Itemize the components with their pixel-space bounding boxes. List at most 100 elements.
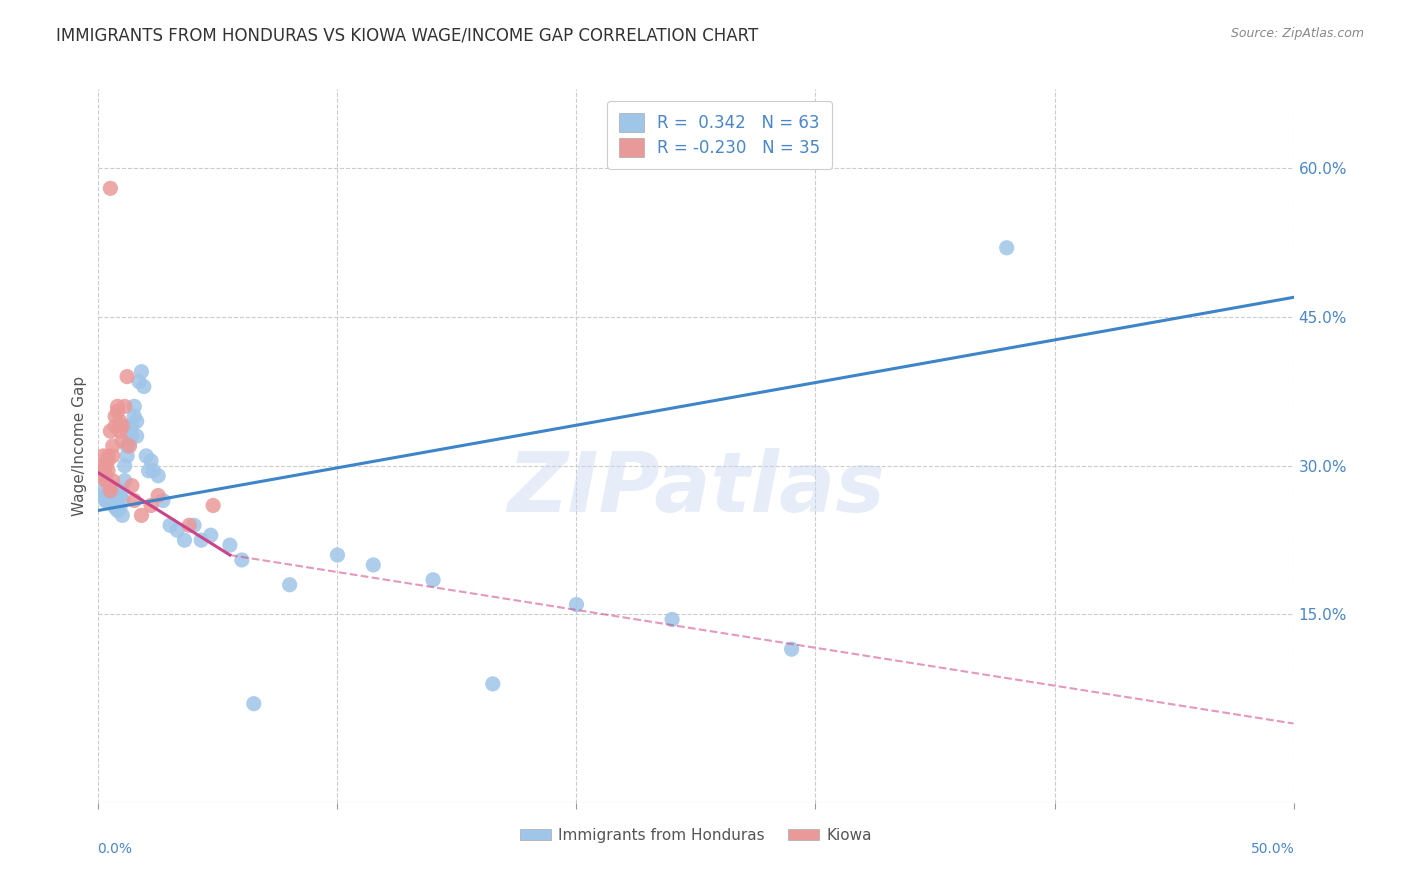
Point (118, 419, 141, 434)
Point (661, 612, 683, 626)
Point (98, 491, 122, 505)
Point (101, 486, 124, 500)
Point (90, 458, 112, 473)
Point (118, 434, 141, 448)
Point (98, 478, 122, 492)
Point (148, 489, 170, 503)
Point (104, 409, 127, 424)
Point (114, 474, 136, 488)
Point (98, 181, 122, 195)
Point (98, 483, 122, 498)
Point (111, 493, 134, 508)
Point (98, 489, 122, 503)
Point (995, 241, 1018, 255)
Point (111, 508, 134, 523)
Point (114, 458, 136, 473)
Point (219, 538, 242, 552)
Point (111, 483, 134, 498)
Point (108, 500, 131, 515)
Point (115, 369, 138, 384)
Point (104, 493, 127, 508)
Point (97, 489, 120, 503)
Point (107, 404, 129, 418)
Point (121, 419, 143, 434)
Point (98, 424, 122, 438)
Point (118, 439, 141, 453)
Point (94, 468, 117, 483)
Point (101, 449, 124, 463)
Point (190, 533, 212, 548)
Point (173, 533, 195, 548)
Point (108, 489, 131, 503)
Point (179, 518, 201, 533)
Text: IMMIGRANTS FROM HONDURAS VS KIOWA WAGE/INCOME GAP CORRELATION CHART: IMMIGRANTS FROM HONDURAS VS KIOWA WAGE/I… (56, 27, 758, 45)
Point (183, 518, 205, 533)
Point (121, 429, 143, 443)
Point (124, 409, 146, 424)
Point (107, 400, 129, 414)
Point (101, 493, 124, 508)
Point (135, 449, 157, 463)
Point (97, 454, 120, 468)
Point (138, 464, 160, 478)
Point (200, 528, 222, 542)
Point (101, 489, 124, 503)
Point (202, 499, 225, 513)
Point (90, 483, 112, 498)
Point (97, 491, 120, 505)
Point (326, 548, 349, 562)
Point (131, 508, 153, 523)
Point (107, 491, 129, 505)
Point (139, 454, 162, 468)
Point (125, 414, 148, 428)
Point (107, 503, 129, 517)
Point (101, 474, 124, 488)
Y-axis label: Wage/Income Gap: Wage/Income Gap (72, 376, 87, 516)
Point (111, 419, 134, 434)
Point (166, 523, 188, 537)
Point (278, 578, 301, 592)
Point (139, 499, 162, 513)
Point (131, 365, 153, 379)
Point (104, 419, 127, 434)
Point (97, 464, 120, 478)
Text: 0.0%: 0.0% (97, 842, 132, 856)
Point (422, 573, 444, 587)
Point (780, 642, 803, 657)
Point (91, 489, 114, 503)
Point (111, 434, 134, 448)
Point (128, 375, 150, 389)
Text: ZIPatlas: ZIPatlas (508, 449, 884, 529)
Point (159, 518, 181, 533)
Point (97, 449, 120, 463)
Point (115, 449, 138, 463)
Point (114, 400, 136, 414)
Point (104, 499, 127, 513)
Point (104, 500, 127, 515)
Legend: Immigrants from Honduras, Kiowa: Immigrants from Honduras, Kiowa (515, 822, 877, 848)
Point (124, 493, 146, 508)
Point (124, 400, 146, 414)
Point (94, 458, 117, 473)
Point (90, 468, 112, 483)
Point (243, 697, 266, 711)
Point (132, 379, 155, 393)
Point (94, 474, 117, 488)
Point (97, 489, 120, 503)
Point (107, 499, 129, 513)
Point (481, 677, 505, 691)
Point (94, 493, 117, 508)
Text: Source: ZipAtlas.com: Source: ZipAtlas.com (1230, 27, 1364, 40)
Point (152, 493, 174, 508)
Point (94, 493, 117, 508)
Point (231, 553, 253, 567)
Point (91, 464, 114, 478)
Point (565, 598, 588, 612)
Point (121, 478, 143, 492)
Point (363, 558, 385, 572)
Point (115, 439, 138, 453)
Point (148, 468, 170, 483)
Point (101, 439, 124, 453)
Point (125, 429, 148, 443)
Point (108, 424, 131, 438)
